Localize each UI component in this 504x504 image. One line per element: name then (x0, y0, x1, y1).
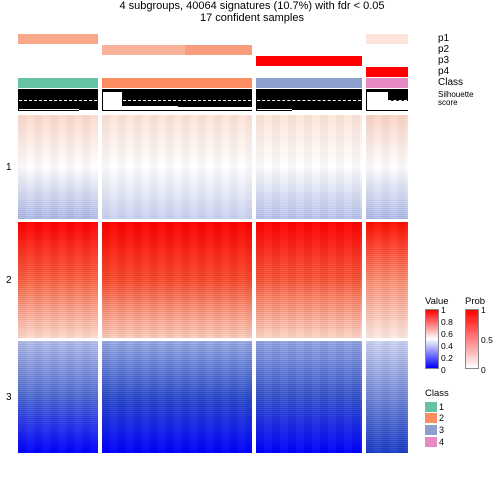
heatmap-cell (102, 222, 252, 338)
anno-cell (102, 67, 252, 77)
heatmap-row-label: 3 (6, 392, 12, 403)
anno-cell (256, 78, 362, 88)
legend-class-item: 2 (425, 413, 449, 424)
legend-tick: 1 (441, 305, 446, 315)
legend-swatch (425, 437, 437, 447)
anno-label-p3: p3 (438, 55, 449, 66)
anno-cell (18, 78, 98, 88)
legend-tick: 0 (441, 365, 446, 375)
anno-label-p4: p4 (438, 66, 449, 77)
silhouette-label: Silhouettescore (438, 91, 474, 107)
anno-cell (18, 67, 98, 77)
legend-gradient (425, 309, 439, 369)
anno-cell (256, 34, 362, 44)
legend-swatch (425, 402, 437, 412)
heatmap-cell (18, 115, 98, 219)
legend-swatch-label: 4 (439, 437, 444, 447)
legend-tick: 0.8 (441, 317, 453, 327)
heatmap-cell (366, 341, 408, 453)
legend-gradient (465, 309, 479, 369)
main-plot-area: p1p2p3p4ClassSilhouettescore123 (18, 34, 418, 456)
anno-cell (102, 34, 252, 44)
anno-cell (102, 56, 252, 66)
heatmap-cell (256, 341, 362, 453)
legend-class-item: 1 (425, 401, 449, 412)
silhouette-col (18, 89, 98, 111)
heatmap-cell (18, 341, 98, 453)
anno-label-p2: p2 (438, 44, 449, 55)
heatmap-section-1 (18, 115, 418, 219)
anno-row-p3 (18, 56, 418, 66)
silhouette-col (256, 89, 362, 111)
heatmap-cell (102, 115, 252, 219)
anno-cell (256, 56, 362, 66)
legend-tick: 0 (481, 365, 486, 375)
anno-cell (18, 45, 98, 55)
legend-class-item: 4 (425, 436, 449, 447)
anno-row-p1 (18, 34, 418, 44)
anno-row-Class (18, 78, 418, 88)
heatmap-section-3 (18, 341, 418, 453)
legend-value: Value10.80.60.40.20 (425, 296, 449, 369)
legend-tick: 0.5 (481, 335, 493, 345)
anno-cell (366, 67, 408, 77)
legend-title: Class (425, 388, 449, 399)
legend-swatch-label: 3 (439, 425, 444, 435)
legend-tick: 0.2 (441, 353, 453, 363)
heatmap-row-label: 2 (6, 275, 12, 286)
legend-class: Class 12 3 4 (425, 388, 449, 448)
legend-swatch-label: 2 (439, 413, 444, 423)
legend-class-item: 3 (425, 424, 449, 435)
title-line1: 4 subgroups, 40064 signatures (10.7%) wi… (0, 0, 504, 12)
heatmap-cell (256, 115, 362, 219)
anno-row-p2 (18, 45, 418, 55)
anno-cell (18, 56, 98, 66)
silhouette-row (18, 89, 418, 111)
legend-swatch (425, 413, 437, 423)
legend-swatch-label: 1 (439, 402, 444, 412)
title-line2: 17 confident samples (0, 12, 504, 24)
heatmap-cell (18, 222, 98, 338)
anno-label-Class: Class (438, 77, 463, 88)
legend-tick: 1 (481, 305, 486, 315)
legend-swatch (425, 425, 437, 435)
heatmap-section-2 (18, 222, 418, 338)
anno-cell (366, 78, 408, 88)
anno-cell (366, 34, 408, 44)
anno-cell (256, 67, 362, 77)
legend-tick: 0.4 (441, 341, 453, 351)
heatmap-cell (366, 222, 408, 338)
heatmap-cell (256, 222, 362, 338)
anno-row-p4 (18, 67, 418, 77)
anno-cell (18, 34, 98, 44)
legend-tick: 0.6 (441, 329, 453, 339)
heatmap-row-label: 1 (6, 162, 12, 173)
anno-cell (102, 45, 252, 55)
silhouette-col (366, 89, 408, 111)
legend-prob: Prob10.50 (465, 296, 485, 369)
anno-cell (366, 56, 408, 66)
silhouette-col (102, 89, 252, 111)
heatmap-cell (102, 341, 252, 453)
anno-cell (366, 45, 408, 55)
heatmap-cell (366, 115, 408, 219)
anno-cell (256, 45, 362, 55)
anno-cell (102, 78, 252, 88)
anno-label-p1: p1 (438, 33, 449, 44)
